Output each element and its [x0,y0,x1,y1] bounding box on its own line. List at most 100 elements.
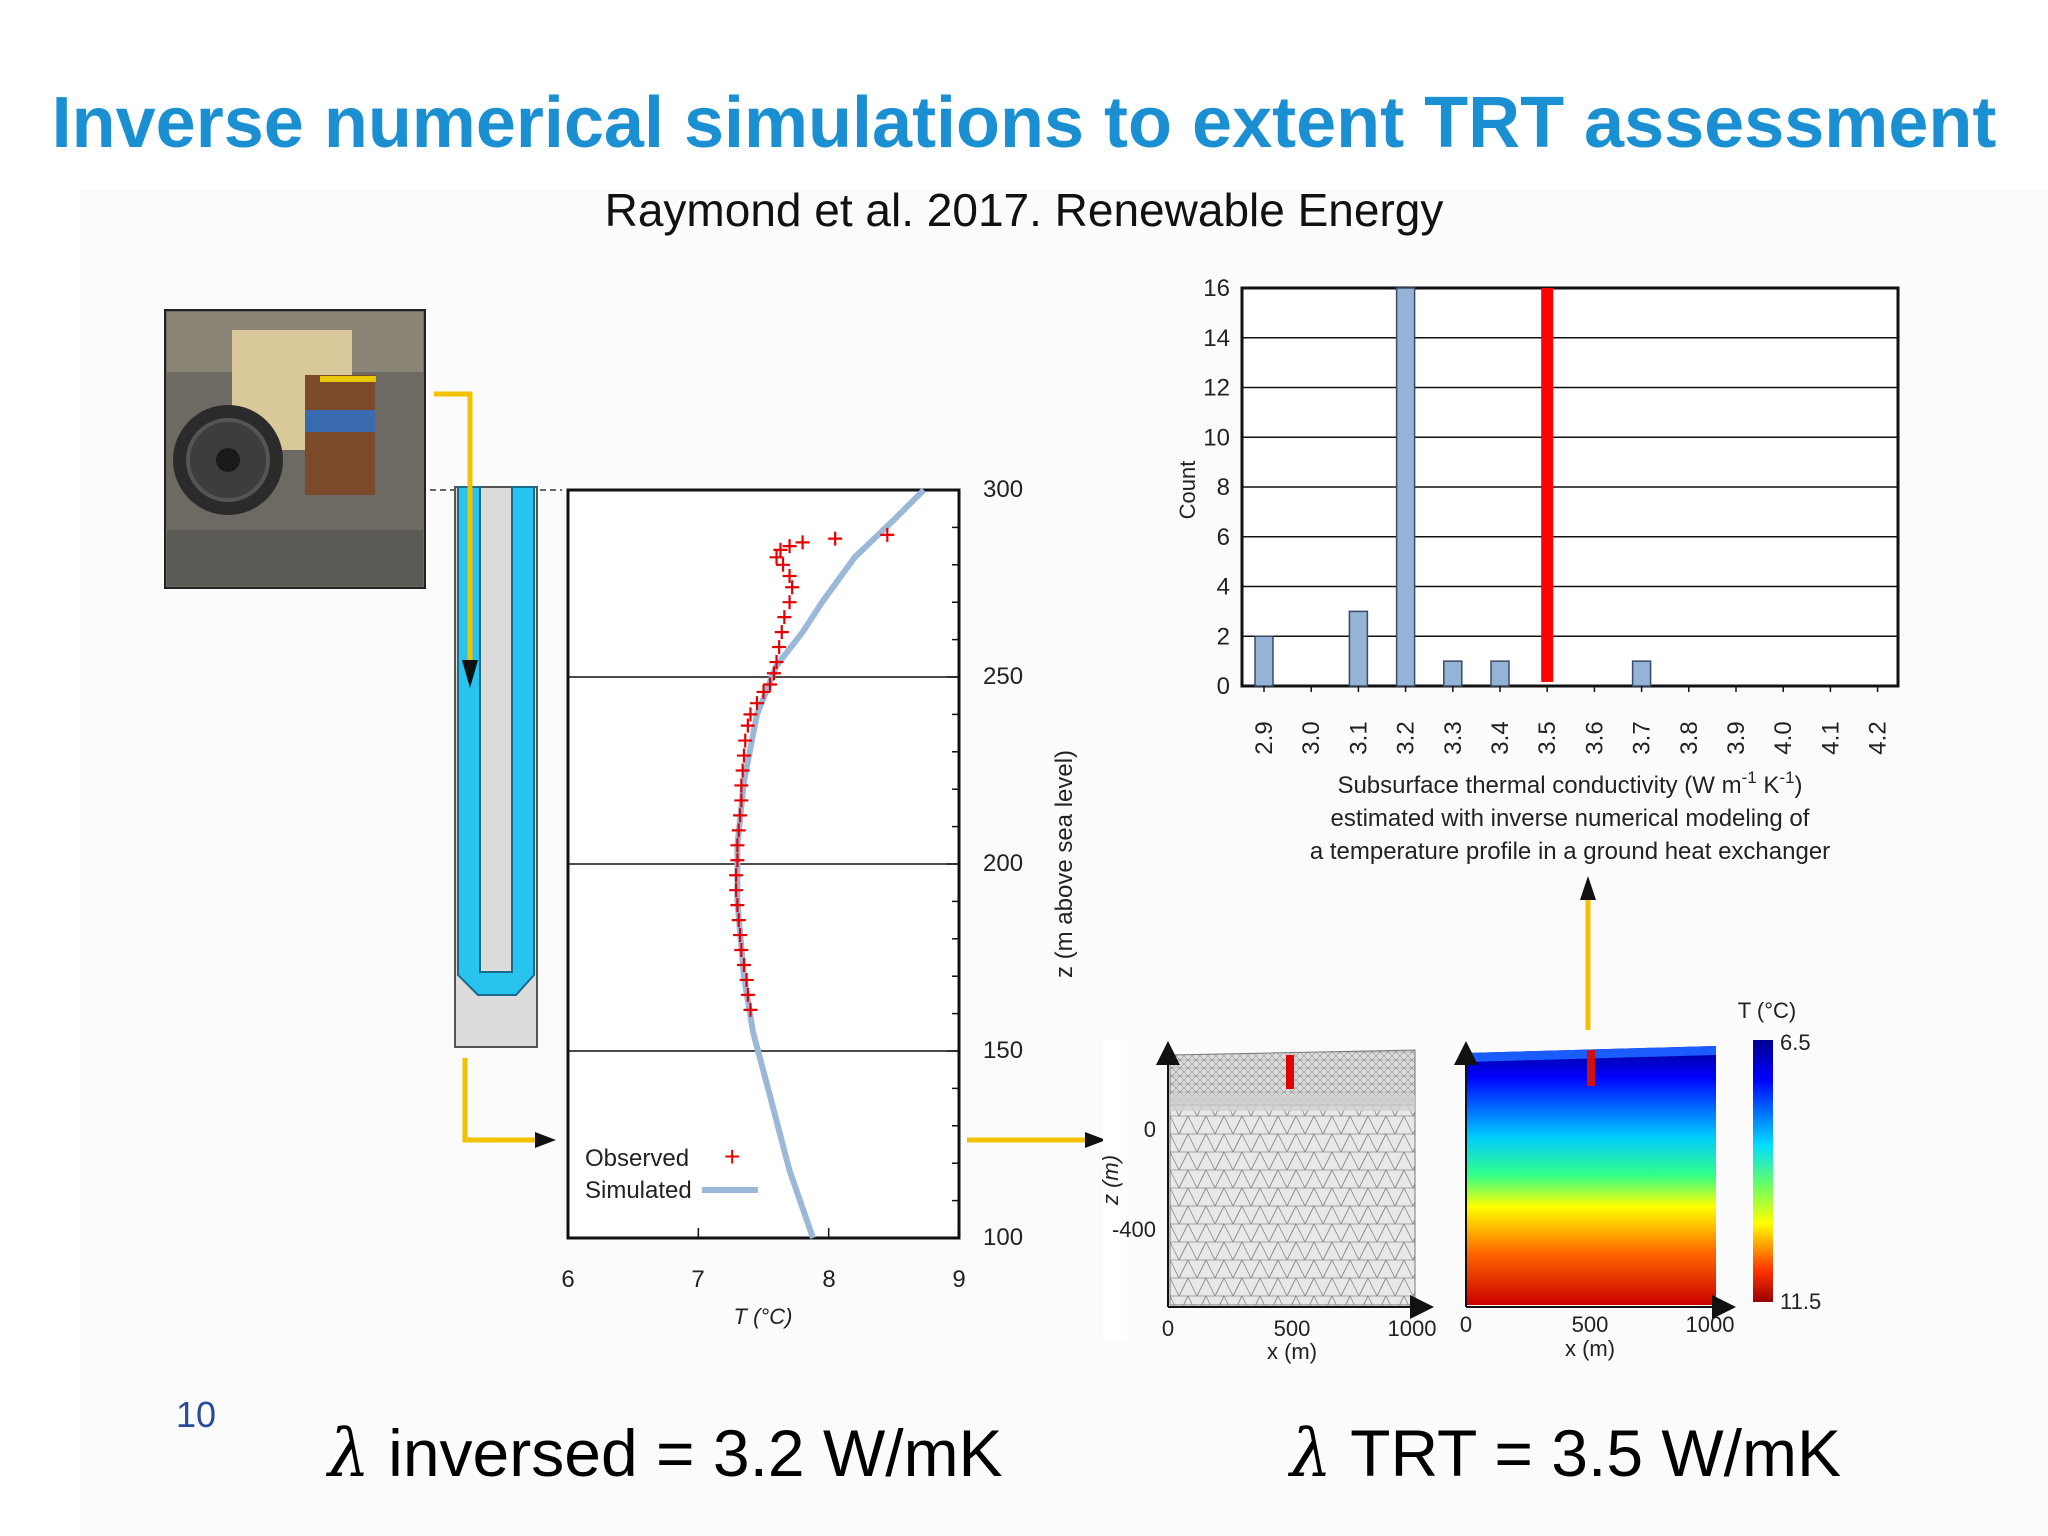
observed-point [730,853,745,868]
mesh-y-label: z (m) [1098,1155,1123,1206]
y-tick-300: 300 [983,476,1023,503]
borehole-diagram [430,486,562,1048]
histogram-y-tick: 2 [1217,623,1230,650]
histogram-x-tick: 3.9 [1723,721,1750,754]
histogram-x-tick: 3.6 [1581,721,1608,754]
histogram-y-ticks: 0 2 4 6 8 10 12 14 16 [1203,275,1230,700]
arrow-head-right-2 [1085,1132,1106,1148]
profile-simulated-curve [734,487,926,1239]
histogram-y-label: Count [1175,461,1200,520]
equation-inversed: λ inversed = 3.2 W/mK [328,1415,1003,1492]
profile-y-label: z (m above sea level) [1051,750,1078,978]
observed-point [733,808,748,823]
temp-x-label: x (m) [1565,1336,1615,1361]
histogram-bar-3.3 [1443,660,1463,687]
histogram-bar-2.9 [1254,635,1274,687]
mesh-y-tick-0: 0 [1144,1117,1156,1142]
x-tick-9: 9 [952,1266,965,1293]
histogram-x-tick: 3.4 [1487,721,1514,754]
histogram-bar-3.2 [1395,287,1416,687]
lambda-symbol: λ [328,1415,370,1492]
colorbar-top-label: 6.5 [1780,1030,1811,1055]
temp-x-tick-0: 0 [1460,1312,1472,1337]
observed-point [734,778,749,793]
x-tick-6: 6 [561,1266,574,1293]
observed-point [729,868,744,883]
observed-point [734,793,749,808]
observed-point [785,580,800,595]
histogram-trt-line [1541,288,1554,682]
observed-point [782,539,797,554]
histogram-y-tick: 4 [1217,574,1230,601]
observed-point [782,595,797,610]
equation-trt-text: TRT = 3.5 W/mK [1331,1416,1842,1490]
observed-point [773,542,788,557]
x-tick-8: 8 [822,1266,835,1293]
mesh-x-tick-500: 500 [1274,1316,1311,1341]
x-tick-7: 7 [691,1266,704,1293]
y-tick-200: 200 [983,850,1023,877]
observed-point [772,640,787,655]
observed-point [776,557,791,572]
histogram-grid [1242,337,1898,637]
profile-observed-points [729,527,895,1017]
flow-arrows [434,391,1591,1143]
histogram-caption-line1: Subsurface thermal conductivity (W m-1 K… [1337,768,1802,799]
y-tick-250: 250 [983,663,1023,690]
observed-point [756,684,771,699]
observed-point [795,535,810,550]
histogram-x-tick: 3.8 [1676,721,1703,754]
histogram-x-tick: 3.3 [1440,721,1467,754]
histogram-y-tick: 16 [1203,275,1230,302]
observed-point [740,718,755,733]
arrow-head-up [1580,876,1596,900]
observed-point [740,987,755,1002]
y-tick-100: 100 [983,1224,1023,1251]
observed-point [729,883,744,898]
histogram-chart: 0 2 4 6 8 10 12 14 16 2.9 3.0 3.1 3.2 3.3 3.4 3.5 3.6 3.… [1175,275,1900,865]
slide-title: Inverse numerical simulations to extent … [51,83,1997,163]
histogram-x-tick: 3.2 [1393,721,1420,754]
profile-chart: 6 7 8 9 T (°C) 300 250 200 150 100 z (m … [561,476,1078,1329]
histogram-y-tick: 10 [1203,424,1230,451]
equation-trt: λ TRT = 3.5 W/mK [1290,1415,1841,1492]
profile-grid [568,676,959,1052]
mesh-x-tick-0: 0 [1162,1316,1174,1341]
field-photo [164,309,426,589]
histogram-y-tick: 8 [1217,474,1230,501]
observed-point [734,943,749,958]
citation: Raymond et al. 2017. Renewable Energy [604,184,1444,236]
arrow-head-right-1 [535,1132,556,1148]
observed-point [731,823,746,838]
histogram-bar-3.1 [1348,610,1369,687]
observed-point [730,838,745,853]
mesh-y-tick-400: -400 [1112,1217,1156,1242]
histogram-caption-line3: a temperature profile in a ground heat e… [1310,838,1830,865]
observed-point [774,625,789,640]
observed-point [731,913,746,928]
observed-point [739,972,754,987]
legend-observed-marker: + [724,1141,740,1172]
temp-x-tick-1000: 1000 [1686,1312,1735,1337]
temperature-panel: 0 500 1000 x (m) T (°C) 6.5 11.5 [1454,998,1821,1361]
observed-point [738,733,753,748]
equation-inversed-text: inversed = 3.2 W/mK [369,1416,1003,1490]
page-number: 10 [176,1394,217,1435]
observed-point [733,928,748,943]
observed-point [828,531,843,546]
colorbar [1753,1040,1773,1302]
observed-point [743,707,758,722]
histogram-x-tick: 3.7 [1629,721,1656,754]
observed-point [763,677,778,692]
histogram-y-tick: 14 [1203,325,1230,352]
histogram-bars [1254,287,1652,687]
histogram-bar-3.7 [1631,660,1652,687]
histogram-bar-3.4 [1490,660,1510,687]
profile-ticks [567,489,960,1239]
temp-x-tick-500: 500 [1572,1312,1609,1337]
histogram-x-ticks: 2.9 3.0 3.1 3.2 3.3 3.4 3.5 3.6 3.7 3.8 3.9 4.0 4.1 4… [1251,686,1892,755]
histogram-x-tick: 4.1 [1817,721,1844,754]
mesh-x-tick-1000: 1000 [1388,1316,1437,1341]
histogram-x-tick: 4.2 [1865,721,1892,754]
